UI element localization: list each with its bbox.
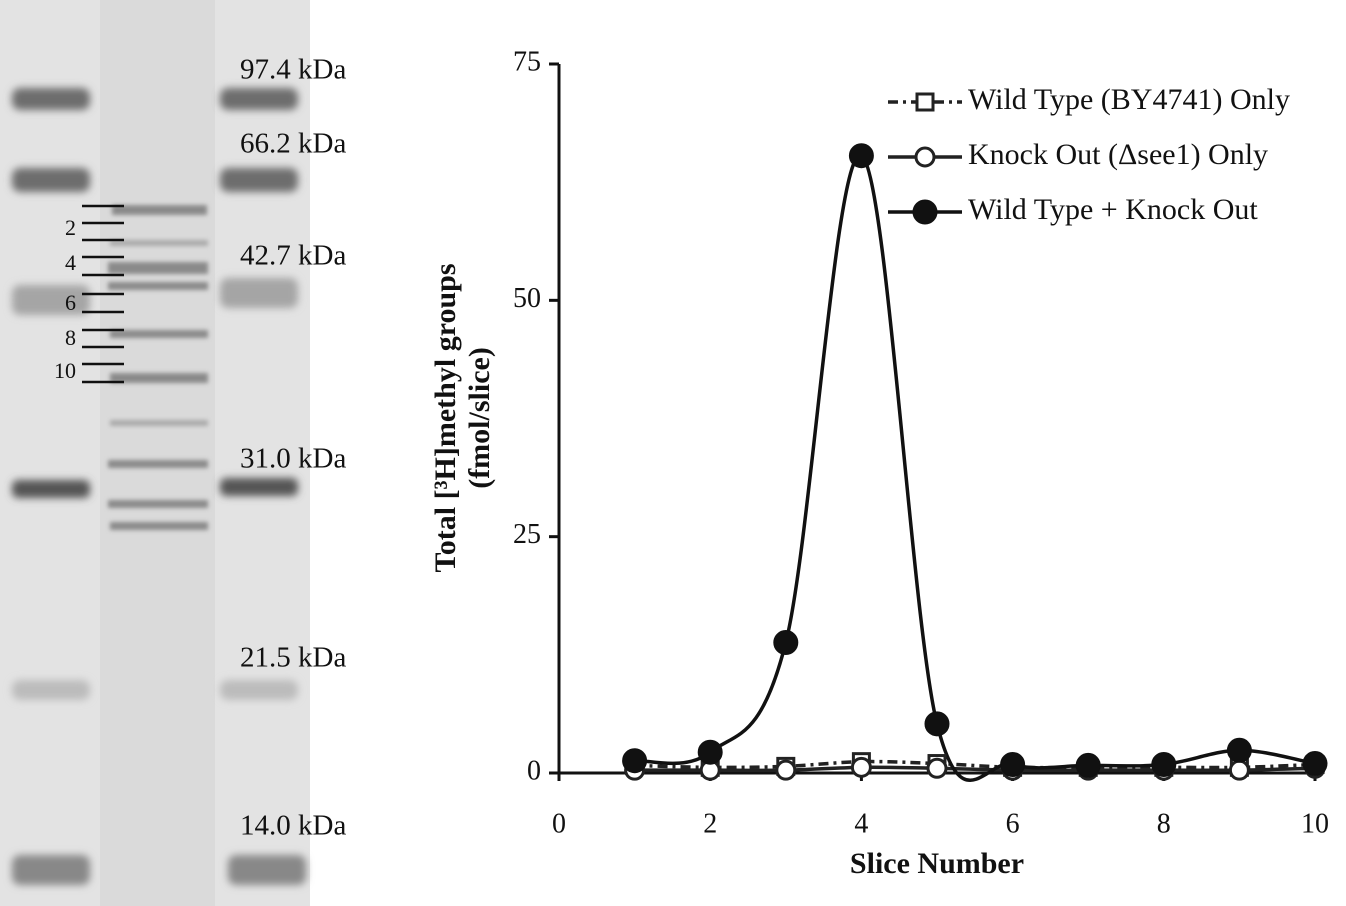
y-tick-label: 75 — [513, 46, 541, 77]
series-line — [635, 155, 1315, 780]
legend-label: Wild Type (BY4741) Only — [968, 83, 1290, 116]
point — [1230, 761, 1248, 779]
slice-label: 6 — [65, 290, 76, 315]
y-axis-title: (fmol/slice) — [463, 347, 496, 489]
x-axis-title: Slice Number — [850, 847, 1024, 880]
x-tick-label: 0 — [552, 808, 566, 839]
point — [1152, 752, 1176, 776]
marker-label: 21.5 kDa — [240, 642, 346, 674]
y-axis-title: Total [³H]methyl groups — [429, 263, 462, 572]
point — [1001, 752, 1025, 776]
point — [925, 712, 949, 736]
point — [623, 749, 647, 773]
legend-label: Knock Out (Δsee1) Only — [968, 138, 1268, 171]
point — [1076, 753, 1100, 777]
marker-label: 14.0 kDa — [240, 810, 346, 842]
legend-marker — [913, 200, 937, 224]
x-tick-label: 6 — [1006, 808, 1020, 839]
marker-label: 66.2 kDa — [240, 128, 346, 160]
y-tick-label: 50 — [513, 283, 541, 314]
marker-label: 97.4 kDa — [240, 54, 346, 86]
x-tick-label: 2 — [703, 808, 717, 839]
x-tick-label: 4 — [854, 808, 868, 839]
x-tick-label: 10 — [1301, 808, 1329, 839]
x-tick-label: 8 — [1157, 808, 1171, 839]
slice-label: 8 — [65, 325, 76, 350]
legend-marker — [917, 94, 933, 110]
point — [849, 144, 873, 168]
point — [698, 740, 722, 764]
point — [774, 631, 798, 655]
marker-label: 42.7 kDa — [240, 240, 346, 272]
marker-label: 31.0 kDa — [240, 443, 346, 475]
point — [1303, 752, 1327, 776]
slice-label: 10 — [54, 358, 76, 383]
point — [1227, 738, 1251, 762]
point — [928, 759, 946, 777]
slice-label: 4 — [65, 250, 76, 275]
y-tick-label: 0 — [527, 755, 541, 786]
point — [777, 761, 795, 779]
legend-label: Wild Type + Knock Out — [968, 193, 1258, 226]
legend-marker — [916, 148, 934, 166]
point — [852, 758, 870, 776]
y-tick-label: 25 — [513, 519, 541, 550]
figure: 97.4 kDa 66.2 kDa 42.7 kDa 31.0 kDa 21.5 kDa… — [0, 0, 1346, 906]
slice-label: 2 — [65, 215, 76, 240]
series-line — [635, 762, 1315, 768]
